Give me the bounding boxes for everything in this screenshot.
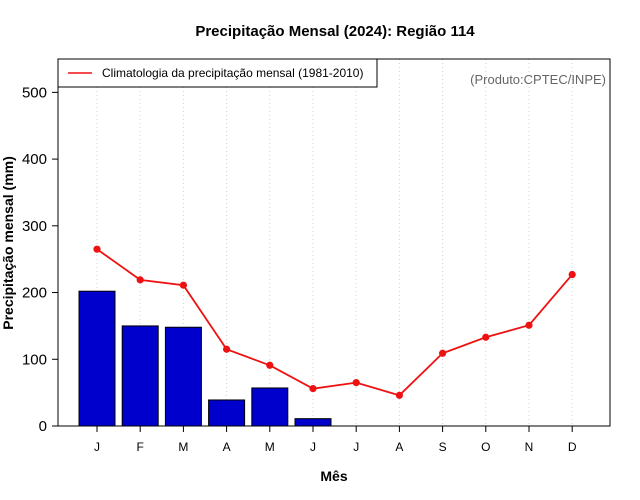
x-tick-label: S bbox=[439, 440, 447, 454]
y-axis-label: Precipitação mensal (mm) bbox=[0, 156, 16, 330]
chart-title: Precipitação Mensal (2024): Região 114 bbox=[195, 23, 475, 40]
legend-box bbox=[57, 58, 378, 88]
y-tick-label: 300 bbox=[22, 218, 47, 235]
precip-bar bbox=[121, 325, 159, 427]
climatology-point bbox=[223, 345, 231, 353]
x-tick-label: A bbox=[395, 440, 403, 454]
x-tick-label: N bbox=[525, 440, 534, 454]
x-tick-label: J bbox=[94, 440, 100, 454]
x-tick-label: A bbox=[223, 440, 231, 454]
precip-bar bbox=[78, 290, 116, 427]
climatology-point bbox=[266, 361, 274, 369]
y-tick-label: 0 bbox=[39, 418, 47, 435]
x-axis-label: Mês bbox=[320, 468, 347, 484]
climatology-point bbox=[568, 270, 576, 279]
climatology-point bbox=[179, 281, 187, 289]
y-tick-label: 500 bbox=[22, 84, 47, 101]
climatology-point bbox=[395, 391, 403, 399]
climatology-point bbox=[136, 276, 144, 284]
x-tick-label: F bbox=[137, 440, 144, 454]
y-axis: 0 100 200 300 400 500 bbox=[22, 84, 58, 435]
climatology-line bbox=[96, 248, 573, 397]
climatology-point bbox=[482, 333, 490, 341]
legend: Climatologia da precipitação mensal (198… bbox=[57, 58, 378, 88]
source-note: (Produto:CPTEC/INPE) bbox=[470, 72, 606, 87]
x-tick-label: D bbox=[568, 440, 577, 454]
precip-bar bbox=[208, 399, 246, 427]
precip-bar bbox=[251, 387, 289, 427]
climatology-point bbox=[352, 379, 360, 387]
y-tick-label: 400 bbox=[22, 151, 47, 168]
y-tick-label: 200 bbox=[22, 285, 47, 302]
precip-bar bbox=[294, 418, 332, 427]
x-tick-label: J bbox=[353, 440, 359, 454]
climatology-series bbox=[93, 245, 576, 399]
climatology-point bbox=[525, 321, 533, 329]
x-tick-label: M bbox=[265, 440, 275, 454]
legend-label-climatology: Climatologia da precipitação mensal (198… bbox=[102, 66, 363, 80]
climatology-point bbox=[309, 385, 317, 393]
climatology-point bbox=[439, 349, 447, 357]
precip-bar bbox=[164, 326, 202, 427]
x-tick-label: M bbox=[178, 440, 188, 454]
climatology-point bbox=[93, 245, 101, 253]
bar-series bbox=[78, 290, 332, 427]
x-tick-label: J bbox=[310, 440, 316, 454]
y-tick-label: 100 bbox=[22, 351, 47, 368]
x-tick-label: O bbox=[481, 440, 490, 454]
